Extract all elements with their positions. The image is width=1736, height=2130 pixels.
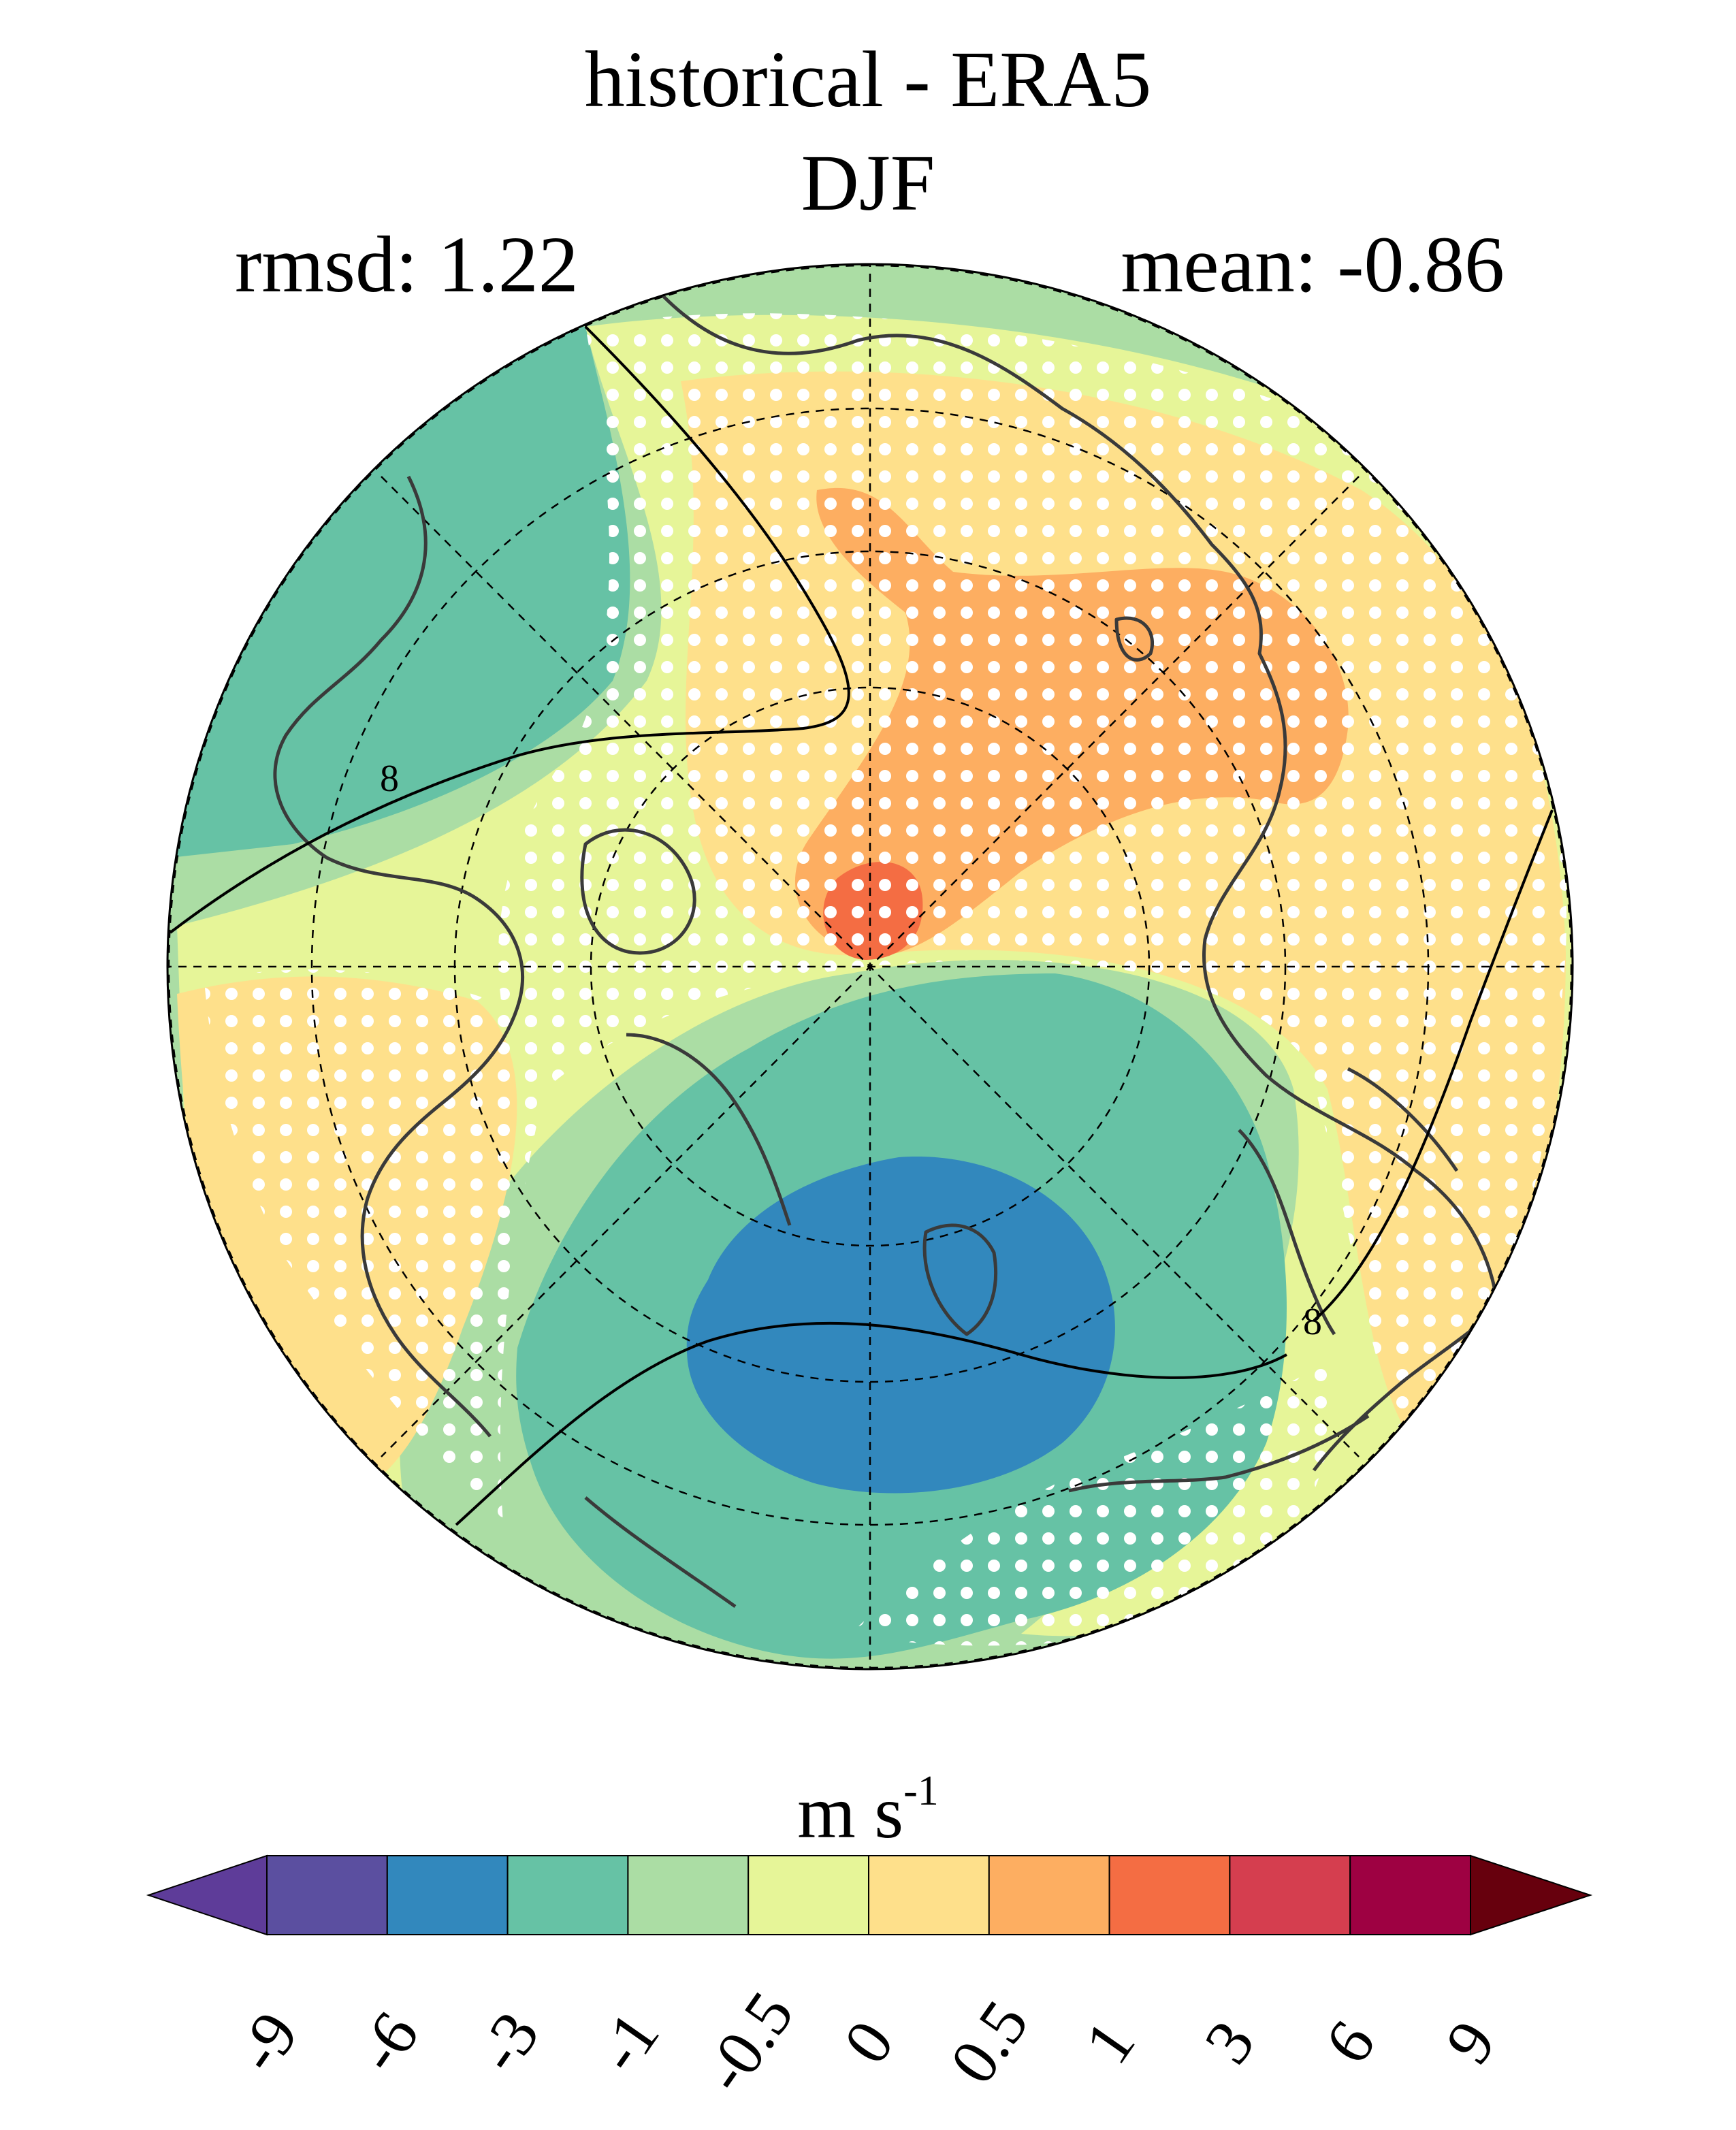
graticule: [167, 264, 1573, 1669]
colorbar-units: m s-1: [0, 1770, 1736, 1850]
contour-label-1: 8: [380, 758, 399, 800]
subtitle-season: DJF: [801, 138, 935, 227]
colorbar-extend-high: [1470, 1854, 1593, 1936]
colorbar-box: [1349, 1855, 1471, 1935]
colorbar-box: [507, 1855, 629, 1935]
field-blue: [686, 1157, 1115, 1494]
units-exponent: -1: [903, 1768, 939, 1814]
colorbar-box: [748, 1855, 869, 1935]
colorbar-box: [1108, 1855, 1231, 1935]
mean-label: mean: -0.86: [1121, 220, 1505, 309]
colorbar-box: [868, 1855, 990, 1935]
title: historical - ERA5: [584, 35, 1152, 124]
colorbar-extend-low: [146, 1854, 268, 1936]
units-base: m s: [797, 1771, 904, 1854]
stipple-region-east-south: [851, 1361, 1332, 1646]
map-boundary: [166, 263, 1574, 1671]
stipple-region-west: [204, 969, 558, 1532]
colorbar-box: [627, 1855, 750, 1935]
colorbar-box: [266, 1855, 388, 1935]
rmsd-label: rmsd: 1.22: [235, 220, 579, 309]
contour-label-2: 8: [1303, 1301, 1322, 1343]
stipple-region-north: [498, 313, 1567, 1464]
colorbar-box: [988, 1855, 1110, 1935]
contour-8: [169, 325, 1554, 1526]
colorbar-box: [386, 1855, 509, 1935]
colorbar-box: [1229, 1855, 1351, 1935]
